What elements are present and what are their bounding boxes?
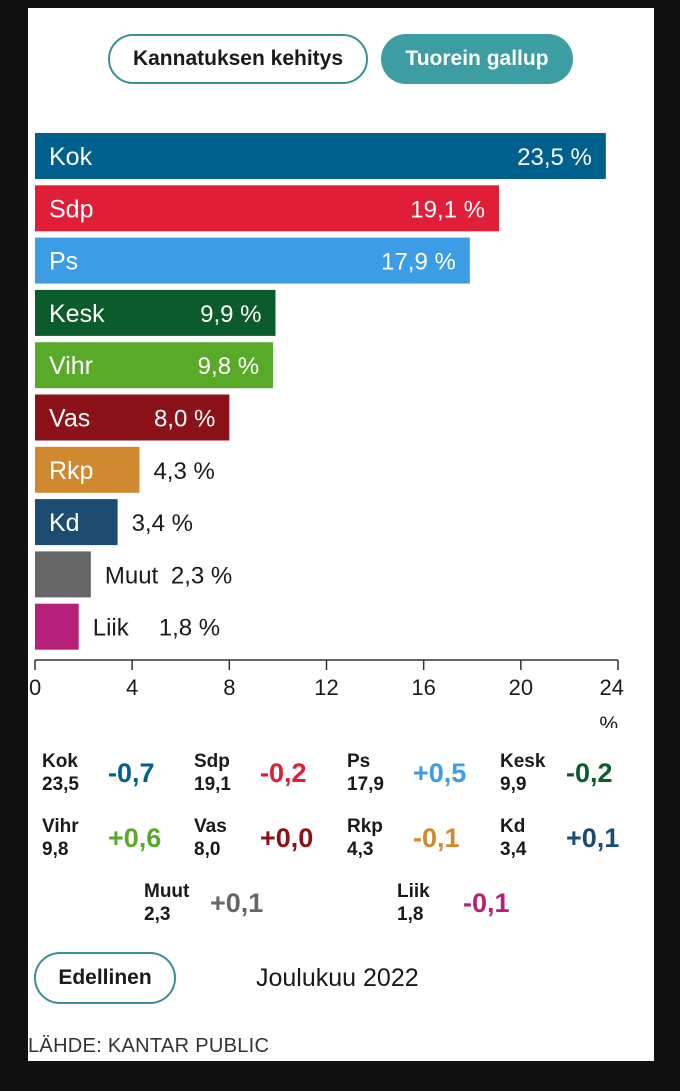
bar-muut (35, 551, 91, 598)
change-item-vihr: Vihr 9,8 +0,6 (42, 815, 161, 861)
bar-label: Vas (49, 405, 90, 433)
change-party-name: Rkp (347, 816, 383, 837)
change-party-info: Liik 1,8 (397, 880, 459, 926)
change-party-name: Kok (42, 751, 78, 772)
change-party-value: 17,9 (347, 774, 384, 795)
change-party-info: Kesk 9,9 (500, 750, 562, 796)
tab-support-trend[interactable]: Kannatuksen kehitys (108, 34, 368, 84)
change-item-liik: Liik 1,8 -0,1 (397, 880, 510, 926)
change-party-value: 2,3 (144, 904, 171, 925)
change-delta: +0,5 (413, 757, 467, 788)
change-party-value: 9,9 (500, 774, 527, 795)
support-changes: Kok 23,5 -0,7 Sdp 19,1 -0,2 Ps 17,9 +0,5 Kesk 9,9-… (28, 738, 654, 958)
change-party-name: Vihr (42, 816, 79, 837)
bar-value-label: 19,1 % (410, 196, 485, 223)
change-party-name: Kd (500, 816, 526, 837)
change-delta: -0,7 (108, 757, 155, 788)
change-delta: +0,0 (260, 822, 314, 853)
change-party-name: Ps (347, 751, 371, 772)
bar-label: Ps (49, 248, 78, 276)
x-tick-label: 16 (411, 675, 435, 700)
change-party-value: 23,5 (42, 774, 79, 795)
party-support-chart: Kok 23,5 % Sdp 19,1 % Ps 17,9 % Kesk 9,9 % Vihr 9… (29, 133, 624, 728)
change-party-value: 19,1 (194, 774, 231, 795)
bar-liik (35, 603, 79, 650)
bar-kok (35, 133, 606, 179)
change-party-name: Liik (397, 881, 430, 902)
x-tick-label: 12 (314, 675, 338, 700)
change-party-info: Rkp 4,3 (347, 815, 409, 861)
change-delta: +0,1 (210, 887, 264, 918)
tab-latest-poll[interactable]: Tuorein gallup (381, 34, 573, 84)
change-party-value: 4,3 (347, 839, 374, 860)
change-item-kesk: Kesk 9,9 -0,2 (500, 750, 613, 796)
bar-label: Rkp (49, 457, 93, 485)
change-delta: +0,1 (566, 822, 620, 853)
bar-label: Vihr (49, 352, 93, 380)
bar-vas (35, 394, 230, 441)
bar-label: Kd (49, 509, 80, 537)
previous-button[interactable]: Edellinen (34, 952, 176, 1004)
bar-label: Liik (93, 615, 130, 642)
bar-kesk (35, 289, 276, 336)
x-tick-label: 0 (29, 675, 41, 700)
change-item-vas: Vas 8,0 +0,0 (194, 815, 313, 861)
bar-value-label: 2,3 % (171, 562, 232, 589)
bar-label: Kok (49, 143, 93, 171)
change-delta: -0,1 (463, 887, 510, 918)
bar-value-label: 4,3 % (153, 458, 214, 485)
change-party-info: Kok 23,5 (42, 750, 104, 796)
poll-period: Joulukuu 2022 (256, 964, 419, 992)
bar-value-label: 23,5 % (517, 144, 592, 171)
change-party-info: Vihr 9,8 (42, 815, 104, 861)
x-tick-label: 24 (600, 675, 624, 700)
change-party-info: Vas 8,0 (194, 815, 256, 861)
bar-value-label: 17,9 % (381, 249, 456, 276)
change-party-info: Muut 2,3 (144, 880, 206, 926)
change-item-sdp: Sdp 19,1 -0,2 (194, 750, 307, 796)
bar-value-label: 9,9 % (200, 301, 261, 328)
change-party-info: Sdp 19,1 (194, 750, 256, 796)
bar-ps (35, 237, 470, 284)
x-axis-label: % (599, 713, 618, 728)
change-party-value: 8,0 (194, 839, 221, 860)
change-delta: -0,2 (566, 757, 613, 788)
bar-value-label: 1,8 % (159, 615, 220, 642)
x-tick-label: 4 (126, 675, 138, 700)
change-delta: -0,2 (260, 757, 307, 788)
change-party-value: 3,4 (500, 839, 527, 860)
bar-vihr (35, 342, 274, 389)
change-delta: +0,6 (108, 822, 162, 853)
data-source: LÄHDE: KANTAR PUBLIC (28, 1035, 270, 1057)
bar-label: Muut (105, 562, 159, 589)
change-item-ps: Ps 17,9 +0,5 (347, 750, 466, 796)
bar-rkp (35, 446, 140, 493)
x-tick-label: 8 (223, 675, 235, 700)
poll-panel: Kannatuksen kehitys Tuorein gallup Kok 23… (28, 8, 654, 1061)
change-party-name: Kesk (500, 751, 546, 772)
change-item-kok: Kok 23,5 -0,7 (42, 750, 155, 796)
bar-value-label: 8,0 % (154, 406, 215, 433)
bar-label: Sdp (49, 195, 93, 223)
x-tick-label: 20 (509, 675, 533, 700)
change-party-info: Kd 3,4 (500, 815, 562, 861)
change-party-value: 9,8 (42, 839, 69, 860)
change-party-value: 1,8 (397, 904, 424, 925)
change-item-rkp: Rkp 4,3 -0,1 (347, 815, 460, 861)
change-party-info: Ps 17,9 (347, 750, 409, 796)
bar-sdp (35, 185, 499, 232)
change-delta: -0,1 (413, 822, 460, 853)
bar-value-label: 9,8 % (198, 353, 259, 380)
bar-value-label: 3,4 % (132, 510, 193, 537)
change-party-name: Sdp (194, 751, 230, 772)
bar-kd (35, 499, 118, 546)
change-party-name: Vas (194, 816, 227, 837)
change-item-muut: Muut 2,3 +0,1 (144, 880, 263, 926)
change-item-kd: Kd 3,4 +0,1 (500, 815, 619, 861)
bar-label: Kesk (49, 300, 105, 328)
change-party-name: Muut (144, 881, 190, 902)
